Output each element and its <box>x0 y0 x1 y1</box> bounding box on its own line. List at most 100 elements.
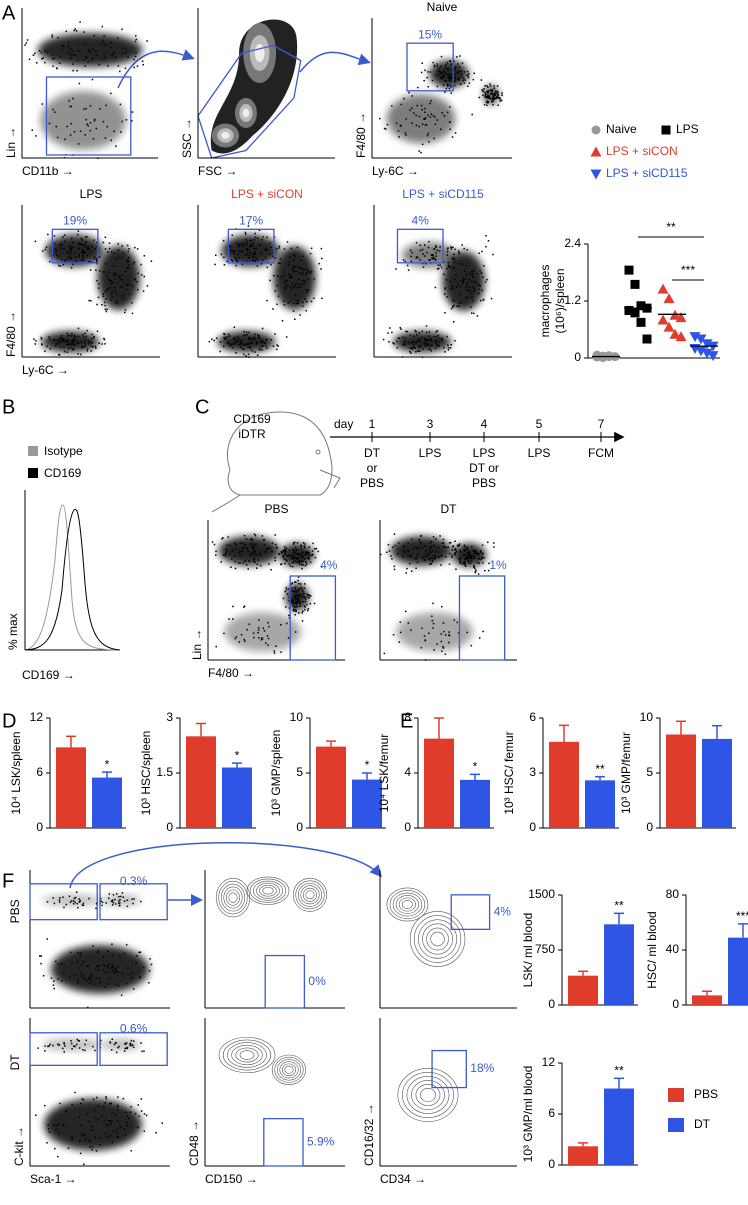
cell-dot <box>293 270 296 273</box>
cell-dot <box>260 345 263 348</box>
y-tick-label: 0 <box>529 820 536 834</box>
cell-dot <box>58 1044 61 1046</box>
cell-dot <box>457 250 460 252</box>
y-tick-label: 1.5 <box>156 765 173 779</box>
cell-dot <box>239 243 241 246</box>
cell-dot <box>447 77 450 80</box>
cell-dot <box>90 300 92 302</box>
gate-arrow <box>299 51 371 73</box>
cell-dot <box>275 248 278 250</box>
cell-dot <box>80 259 83 261</box>
cell-dot <box>472 557 475 560</box>
cell-dot <box>434 347 437 350</box>
cell-dot <box>72 900 75 902</box>
cell-dot <box>262 236 264 238</box>
cell-dot <box>463 82 466 84</box>
cell-dot <box>82 1048 84 1051</box>
cell-dot <box>95 260 98 263</box>
cell-dot <box>161 1122 163 1124</box>
cell-dot <box>406 330 409 333</box>
cell-dot <box>126 982 128 985</box>
cell-dot <box>435 252 437 254</box>
cell-dot <box>91 333 93 336</box>
cell-dot <box>440 55 443 58</box>
cell-dot <box>118 984 120 987</box>
cell-dot <box>296 602 298 604</box>
cell-dot <box>473 565 475 567</box>
cell-dot <box>48 1045 50 1047</box>
significance-label: * <box>105 757 110 771</box>
cell-dot <box>96 241 98 244</box>
cell-dot <box>241 243 244 245</box>
cell-dot <box>110 967 112 969</box>
cell-dot <box>77 981 79 984</box>
cell-dot <box>104 1132 107 1135</box>
cell-dot <box>408 91 410 94</box>
cell-dot <box>453 253 455 256</box>
cell-dot <box>63 346 65 348</box>
cell-dot <box>300 545 302 548</box>
cell-dot <box>464 558 466 560</box>
y-tick-label: 40 <box>666 942 680 956</box>
y-tick-label: 6 <box>36 765 43 779</box>
cell-dot <box>402 344 404 346</box>
cell-dot <box>53 57 56 59</box>
cell-dot <box>239 542 242 545</box>
cell-dot <box>424 69 426 72</box>
cell-dot <box>84 134 86 136</box>
cell-dot <box>257 334 259 336</box>
cell-dot <box>473 566 475 568</box>
cell-dot <box>70 346 73 349</box>
y-tick-label: 12 <box>542 1055 556 1069</box>
cell-dot <box>414 347 416 349</box>
cell-dot <box>83 59 85 61</box>
contour <box>222 1039 272 1071</box>
cell-dot <box>96 279 98 282</box>
cell-dot <box>266 249 269 251</box>
cell-dot <box>469 272 472 275</box>
cell-dot <box>291 598 294 600</box>
cell-dot <box>294 596 297 599</box>
significance-label: * <box>365 758 370 772</box>
cell-dot <box>255 340 258 343</box>
cell-dot <box>438 250 441 252</box>
cell-dot <box>300 561 303 563</box>
cell-dot <box>131 898 133 901</box>
cell-dot <box>61 337 64 339</box>
cell-dot <box>305 561 307 564</box>
cell-dot <box>69 257 72 260</box>
cell-density <box>224 612 302 652</box>
cell-dot <box>59 55 62 58</box>
cell-dot <box>76 69 78 72</box>
cell-dot <box>298 560 300 562</box>
cell-dot <box>297 576 300 578</box>
cell-dot <box>69 342 71 344</box>
contour <box>401 900 413 909</box>
cell-dot <box>423 118 425 120</box>
cell-dot <box>269 242 271 245</box>
cell-dot <box>296 558 299 561</box>
cell-dot <box>293 596 296 598</box>
cell-dot <box>285 589 288 591</box>
cell-dot <box>253 252 256 255</box>
cell-dot <box>288 263 290 266</box>
cell-dot <box>428 240 430 243</box>
cell-dot <box>73 54 75 56</box>
cell-dot <box>252 547 254 550</box>
cell-dot <box>91 245 93 248</box>
cell-dot <box>298 267 301 269</box>
cell-dot <box>291 557 293 559</box>
cell-dot <box>65 1110 67 1112</box>
gate-arrow <box>69 842 383 889</box>
cell-dot <box>441 339 443 342</box>
flow-plot: 4%LPS + siCD115 <box>373 187 512 358</box>
cell-dot <box>126 1115 129 1117</box>
contour <box>302 887 318 902</box>
cell-dot <box>41 250 44 252</box>
cell-dot <box>433 335 435 338</box>
cell-dot <box>414 557 416 560</box>
cell-dot <box>34 52 36 55</box>
cell-dot <box>474 549 477 552</box>
cell-dot <box>124 1043 127 1046</box>
cell-dot <box>95 127 98 130</box>
